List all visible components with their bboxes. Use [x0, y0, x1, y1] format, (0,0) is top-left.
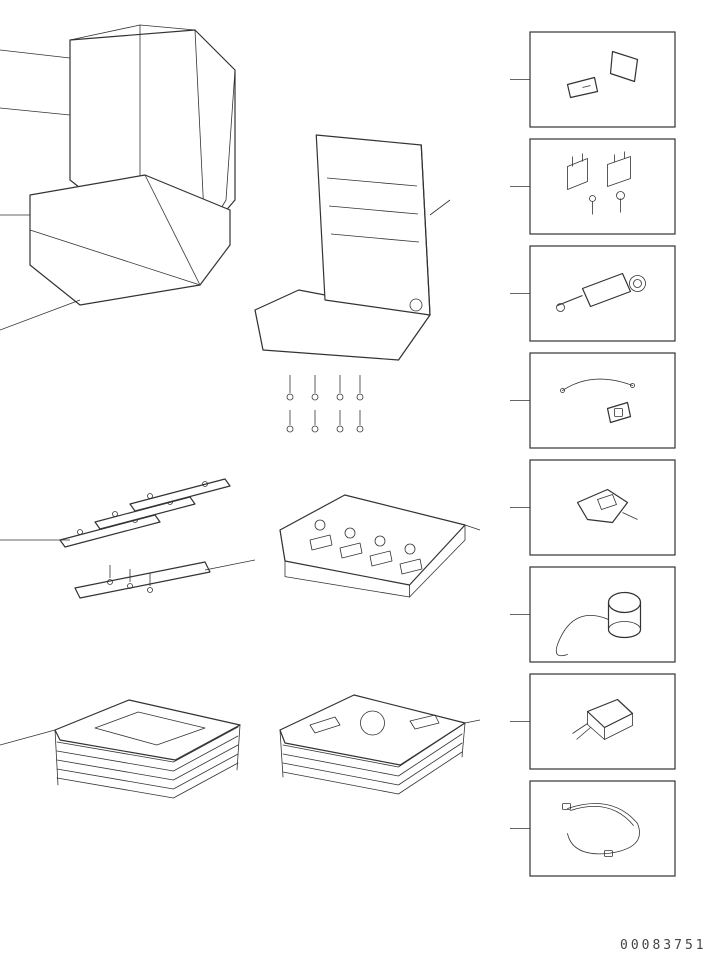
exploded-parts-diagram — [0, 0, 714, 958]
part-number-label: 00083751 — [620, 938, 707, 953]
